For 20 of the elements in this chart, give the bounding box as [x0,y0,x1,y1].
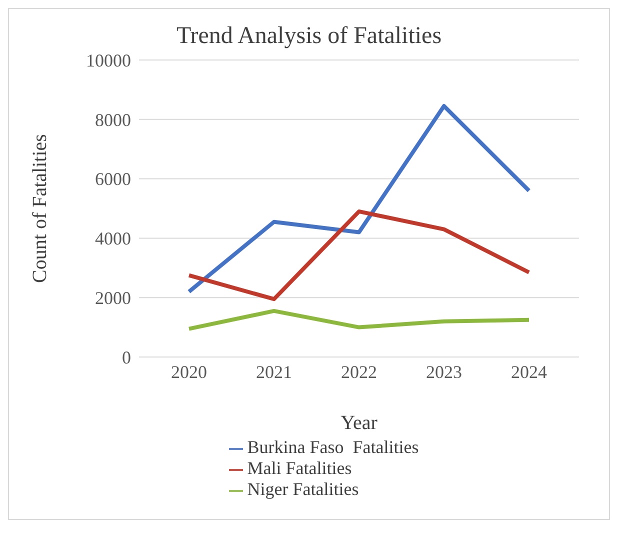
chart-title: Trend Analysis of Fatalities [175,23,443,50]
x-tick-label: 2022 [341,362,377,382]
line-series [187,308,531,331]
x-tick-label: 2024 [511,362,547,382]
y-tick-label: 4000 [95,228,131,249]
y-tick-label: 2000 [95,288,131,308]
y-tick-label: 8000 [95,110,131,130]
x-tick-label: 2020 [171,362,207,382]
y-tick-label: 0 [122,347,131,368]
x-axis-title: Year [340,412,378,434]
y-tick-label: 6000 [95,169,131,190]
line-series [187,209,531,302]
y-tick-label: 10000 [86,50,131,70]
legend-label: Mali Fatalities [247,458,352,478]
legend-label: Burkina Faso Fatalities [247,437,419,457]
x-tick-label: 2021 [256,362,292,382]
legend-label: Niger Fatalities [247,479,359,499]
line-series [187,104,531,294]
x-tick-label: 2023 [426,362,462,382]
y-axis-title: Count of Fatalities [29,134,52,283]
